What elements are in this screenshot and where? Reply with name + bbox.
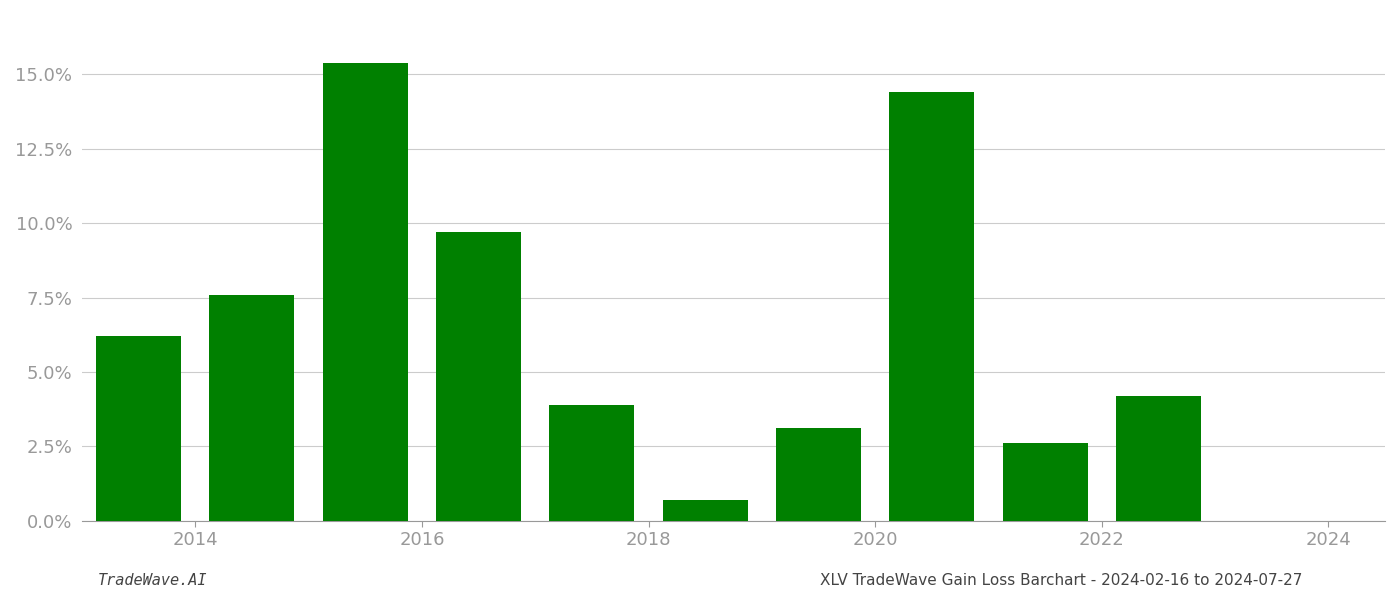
Bar	[97, 336, 181, 521]
Bar	[662, 500, 748, 521]
Bar	[1116, 395, 1201, 521]
Bar	[776, 428, 861, 521]
Bar	[435, 232, 521, 521]
Bar	[549, 404, 634, 521]
Text: XLV TradeWave Gain Loss Barchart - 2024-02-16 to 2024-07-27: XLV TradeWave Gain Loss Barchart - 2024-…	[819, 573, 1302, 588]
Bar	[889, 92, 974, 521]
Bar	[210, 295, 294, 521]
Text: TradeWave.AI: TradeWave.AI	[98, 573, 207, 588]
Bar	[323, 62, 407, 521]
Bar	[1002, 443, 1088, 521]
